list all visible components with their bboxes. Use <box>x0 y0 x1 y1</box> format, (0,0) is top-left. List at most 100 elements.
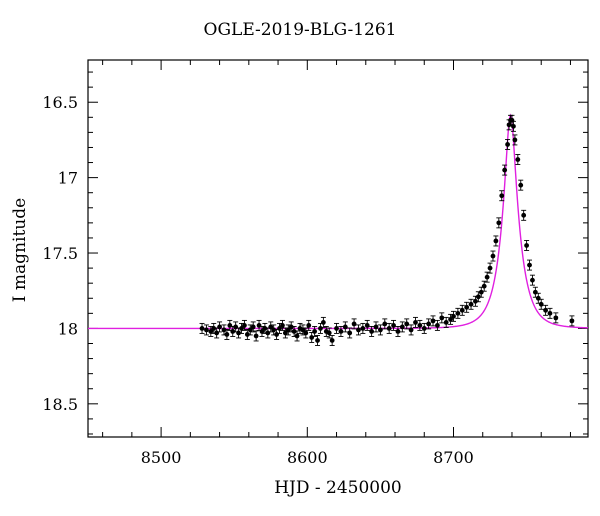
data-point <box>382 321 388 327</box>
data-point <box>277 326 282 331</box>
data-point <box>421 326 427 331</box>
data-point <box>511 123 516 129</box>
data-point <box>547 310 553 316</box>
data-point <box>230 329 236 334</box>
data-point <box>262 326 268 331</box>
data-point <box>532 289 538 295</box>
data-point <box>253 333 259 339</box>
y-tick-label: 18.5 <box>42 395 78 414</box>
data-point <box>527 262 532 268</box>
data-point <box>413 319 418 325</box>
y-tick-label: 17 <box>58 169 78 188</box>
data-point <box>338 329 344 334</box>
data-point <box>521 212 527 218</box>
data-point <box>386 326 392 331</box>
data-point <box>369 329 375 334</box>
data-point <box>439 315 445 321</box>
data-point <box>493 238 499 244</box>
data-point <box>451 313 456 319</box>
data-point <box>484 274 490 280</box>
y-tick-label: 17.5 <box>42 244 78 263</box>
data-point <box>553 315 559 321</box>
data-point <box>312 329 318 334</box>
data-point <box>214 330 220 336</box>
data-point <box>490 253 496 259</box>
data-point <box>524 243 529 248</box>
data-point <box>242 323 247 328</box>
data-point <box>268 324 274 330</box>
x-tick-label: 8500 <box>141 448 182 467</box>
data-point <box>512 137 518 143</box>
data-point <box>448 316 453 322</box>
data-point <box>487 265 493 271</box>
data-point <box>481 283 487 289</box>
data-point <box>443 319 449 325</box>
model-curve <box>88 113 588 330</box>
data-point <box>329 338 335 343</box>
data-point <box>282 330 288 336</box>
data-point <box>496 220 502 226</box>
data-point <box>515 157 521 162</box>
data-point <box>326 330 332 336</box>
data-point <box>417 323 423 328</box>
data-point <box>356 327 361 333</box>
data-point <box>320 319 326 325</box>
data-point <box>236 330 241 336</box>
data-point <box>265 330 271 336</box>
data-point <box>435 323 440 328</box>
data-point <box>250 324 256 330</box>
data-point <box>247 327 253 333</box>
data-point <box>404 321 410 327</box>
data-point <box>211 326 217 331</box>
data-point <box>502 167 508 173</box>
data-point <box>303 330 309 336</box>
data-point <box>535 295 541 301</box>
data-point <box>399 324 405 330</box>
data-point <box>300 327 306 333</box>
data-point <box>271 327 277 333</box>
data-point <box>244 332 250 337</box>
data-point <box>274 332 279 337</box>
data-point <box>360 326 366 331</box>
data-point <box>233 324 239 330</box>
data-point <box>364 323 370 328</box>
chart-title: OGLE-2019-BLG-1261 <box>203 20 397 40</box>
data-point <box>259 329 265 334</box>
data-point <box>256 323 262 328</box>
data-point <box>217 324 222 330</box>
x-axis-label: HJD - 2450000 <box>274 478 402 498</box>
data-point <box>309 335 315 340</box>
data-point <box>530 277 535 283</box>
data-point <box>285 327 291 333</box>
data-point <box>569 318 575 324</box>
data-point <box>227 323 233 328</box>
data-point <box>464 304 470 310</box>
data-point <box>468 301 474 307</box>
data-point <box>239 326 244 331</box>
data-point <box>518 182 524 188</box>
data-point <box>475 294 481 300</box>
data-point <box>408 327 414 333</box>
data-point <box>373 324 379 330</box>
data-point <box>306 323 312 328</box>
data-point <box>294 333 300 339</box>
data-point <box>499 193 505 199</box>
data-point <box>430 318 436 324</box>
data-point <box>224 332 230 337</box>
data-point <box>199 326 205 331</box>
y-tick-label: 16.5 <box>42 93 78 112</box>
plot-frame <box>87 59 589 438</box>
y-axis-label: I magnitude <box>10 197 30 303</box>
data-point <box>318 326 323 331</box>
data-point <box>455 310 461 316</box>
data-point <box>342 324 348 330</box>
data-point <box>377 327 383 333</box>
data-point <box>280 323 285 328</box>
data-point <box>459 307 465 313</box>
data-point <box>543 307 549 313</box>
data-point <box>334 326 339 331</box>
data-point <box>204 327 209 333</box>
data-point <box>351 321 357 327</box>
data-point <box>538 301 544 307</box>
